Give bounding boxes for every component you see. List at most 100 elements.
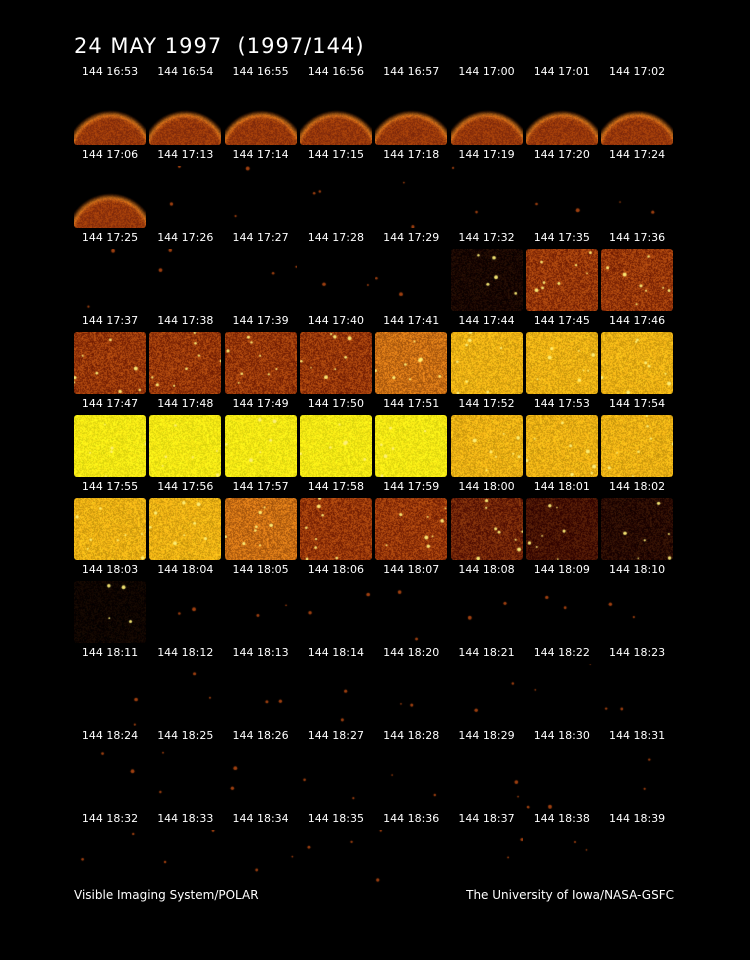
vis-image-frame bbox=[299, 664, 372, 726]
frame-timestamp: 144 17:18 bbox=[383, 148, 440, 161]
frame-timestamp: 144 17:27 bbox=[232, 231, 289, 244]
frame-timestamp: 144 18:02 bbox=[608, 480, 666, 493]
vis-image-frame bbox=[224, 581, 297, 643]
vis-image-frame bbox=[74, 83, 146, 145]
vis-image-frame bbox=[74, 830, 146, 892]
vis-image-frame bbox=[149, 332, 222, 394]
vis-image-frame bbox=[224, 498, 297, 560]
vis-image-frame bbox=[299, 581, 372, 643]
vis-image-frame bbox=[450, 664, 523, 726]
frame-timestamp: 144 18:13 bbox=[232, 646, 289, 659]
vis-image-frame bbox=[375, 332, 448, 394]
frame-timestamp: 144 17:58 bbox=[307, 480, 364, 493]
frame-timestamp: 144 17:56 bbox=[157, 480, 214, 493]
vis-image-frame bbox=[149, 415, 222, 477]
vis-image-frame bbox=[450, 249, 523, 311]
vis-image-frame bbox=[224, 415, 297, 477]
frame-timestamp: 144 17:06 bbox=[81, 148, 139, 161]
frame-timestamp: 144 17:52 bbox=[458, 397, 515, 410]
frame-timestamp: 144 17:57 bbox=[232, 480, 289, 493]
frame-timestamp: 144 18:08 bbox=[458, 563, 515, 576]
frame-timestamp: 144 17:01 bbox=[533, 65, 590, 78]
vis-image-frame bbox=[299, 830, 372, 892]
frame-timestamp: 144 18:28 bbox=[383, 729, 440, 742]
vis-image-frame bbox=[299, 747, 372, 809]
frame-timestamp: 144 17:28 bbox=[307, 231, 364, 244]
frame-timestamp: 144 17:02 bbox=[608, 65, 666, 78]
vis-image-frame bbox=[74, 664, 146, 726]
vis-image-frame bbox=[525, 747, 598, 809]
vis-image-frame bbox=[224, 830, 297, 892]
frame-timestamp: 144 18:30 bbox=[533, 729, 590, 742]
frame-timestamp: 144 18:11 bbox=[81, 646, 139, 659]
frame-timestamp: 144 18:23 bbox=[608, 646, 666, 659]
frame-timestamp: 144 17:59 bbox=[383, 480, 440, 493]
frame-timestamp: 144 18:05 bbox=[232, 563, 289, 576]
frame-timestamp: 144 17:48 bbox=[157, 397, 214, 410]
frame-timestamp: 144 17:00 bbox=[458, 65, 515, 78]
frame-timestamp: 144 17:24 bbox=[608, 148, 666, 161]
frame-timestamp: 144 17:54 bbox=[608, 397, 666, 410]
frame-timestamp: 144 17:20 bbox=[533, 148, 590, 161]
frame-timestamp: 144 18:27 bbox=[307, 729, 364, 742]
vis-image-frame bbox=[299, 83, 372, 145]
vis-image-frame bbox=[224, 166, 297, 228]
vis-image-frame bbox=[375, 830, 448, 892]
frame-timestamp: 144 18:34 bbox=[232, 812, 289, 825]
vis-image-frame bbox=[601, 166, 674, 228]
frame-timestamp: 144 17:40 bbox=[307, 314, 364, 327]
frame-timestamp: 144 18:39 bbox=[608, 812, 666, 825]
vis-image-frame bbox=[74, 498, 146, 560]
frame-timestamp: 144 17:37 bbox=[81, 314, 139, 327]
frame-timestamp: 144 18:31 bbox=[608, 729, 666, 742]
vis-image-frame bbox=[149, 581, 222, 643]
frame-timestamp: 144 17:15 bbox=[307, 148, 364, 161]
vis-image-frame bbox=[299, 415, 372, 477]
vis-image-frame bbox=[450, 747, 523, 809]
vis-image-frame bbox=[224, 249, 297, 311]
frame-timestamp: 144 18:03 bbox=[81, 563, 139, 576]
frame-timestamp: 144 18:07 bbox=[383, 563, 440, 576]
vis-image-frame bbox=[149, 249, 222, 311]
frame-timestamp: 144 18:09 bbox=[533, 563, 590, 576]
frame-timestamp: 144 17:14 bbox=[232, 148, 289, 161]
vis-image-frame bbox=[525, 415, 598, 477]
frame-timestamp: 144 18:24 bbox=[81, 729, 139, 742]
vis-image-frame bbox=[525, 332, 598, 394]
vis-image-frame bbox=[149, 664, 222, 726]
frame-timestamp: 144 17:53 bbox=[533, 397, 590, 410]
frame-timestamp: 144 17:55 bbox=[81, 480, 139, 493]
vis-image-frame bbox=[375, 415, 448, 477]
vis-image-frame bbox=[299, 332, 372, 394]
vis-image-frame bbox=[525, 830, 598, 892]
vis-image-frame bbox=[375, 83, 448, 145]
frame-timestamp: 144 16:57 bbox=[383, 65, 440, 78]
vis-image-frame bbox=[224, 664, 297, 726]
vis-image-frame bbox=[74, 415, 146, 477]
frame-timestamp: 144 17:19 bbox=[458, 148, 515, 161]
frame-timestamp: 144 18:36 bbox=[383, 812, 440, 825]
frame-timestamp: 144 17:29 bbox=[383, 231, 440, 244]
vis-image-frame bbox=[74, 249, 146, 311]
vis-image-frame bbox=[149, 83, 222, 145]
vis-image-frame bbox=[224, 747, 297, 809]
frame-timestamp: 144 18:21 bbox=[458, 646, 515, 659]
page-title: 24 MAY 1997 (1997/144) bbox=[74, 34, 365, 58]
frame-timestamp: 144 18:10 bbox=[608, 563, 666, 576]
frame-timestamp: 144 18:32 bbox=[81, 812, 139, 825]
institution-credit: The University of Iowa/NASA-GSFC bbox=[466, 888, 674, 902]
vis-image-frame bbox=[525, 664, 598, 726]
vis-image-frame bbox=[224, 83, 297, 145]
frame-timestamp: 144 17:49 bbox=[232, 397, 289, 410]
vis-image-frame bbox=[375, 664, 448, 726]
frame-timestamp: 144 18:14 bbox=[307, 646, 364, 659]
vis-image-frame bbox=[450, 581, 523, 643]
frame-timestamp: 144 17:38 bbox=[157, 314, 214, 327]
frame-timestamp: 144 17:39 bbox=[232, 314, 289, 327]
frame-timestamp: 144 17:13 bbox=[157, 148, 214, 161]
vis-image-frame bbox=[74, 747, 146, 809]
vis-image-frame bbox=[375, 747, 448, 809]
frame-timestamp: 144 17:44 bbox=[458, 314, 515, 327]
frame-timestamp: 144 18:25 bbox=[157, 729, 214, 742]
frame-timestamp: 144 17:35 bbox=[533, 231, 590, 244]
